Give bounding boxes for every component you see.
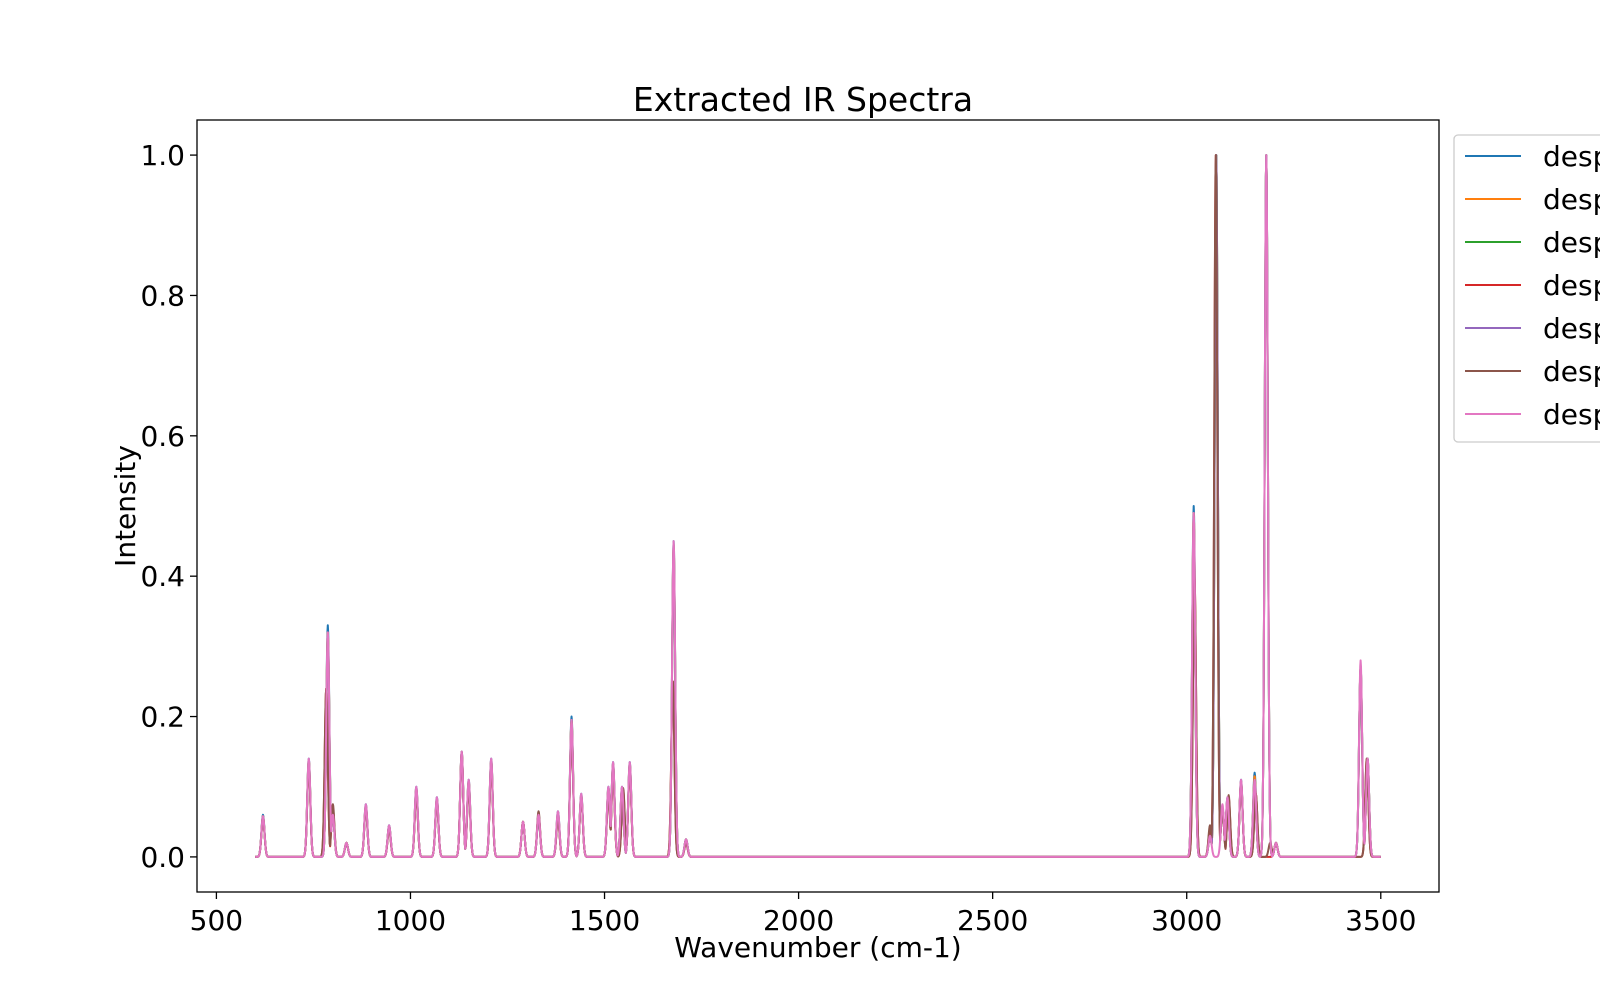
plot-frame xyxy=(196,119,1440,893)
x-axis: 500 1000 1500 2000 2500 3000 3500 xyxy=(190,892,1416,937)
x-tick-label: 2000 xyxy=(763,904,834,937)
legend-label: desp xyxy=(1543,183,1600,216)
y-tick-label: 0.8 xyxy=(140,279,185,312)
y-tick-label: 0.6 xyxy=(140,420,185,453)
x-tick-label: 1500 xyxy=(569,904,640,937)
legend-label: desp xyxy=(1543,398,1600,431)
legend-label: desp xyxy=(1543,312,1600,345)
series-line-7 xyxy=(254,154,1382,858)
y-tick-label: 0.4 xyxy=(140,560,185,593)
legend-frame xyxy=(1453,134,1600,443)
legend-label: desp xyxy=(1543,355,1600,388)
y-axis-label: Intensity xyxy=(109,445,142,567)
x-tick-label: 1000 xyxy=(375,904,446,937)
legend-label: desp xyxy=(1543,140,1600,173)
plot-area xyxy=(254,154,1382,858)
legend: desp desp desp desp desp desp desp xyxy=(1453,134,1600,443)
x-tick-label: 3000 xyxy=(1151,904,1222,937)
y-tick-label: 0.2 xyxy=(140,701,185,734)
y-tick-label: 0.0 xyxy=(140,841,185,874)
chart-title: Extracted IR Spectra xyxy=(633,80,973,119)
legend-label: desp xyxy=(1543,269,1600,302)
x-tick-label: 500 xyxy=(190,904,243,937)
x-axis-label: Wavenumber (cm-1) xyxy=(674,931,961,964)
x-tick-label: 3500 xyxy=(1345,904,1416,937)
x-tick-label: 2500 xyxy=(957,904,1028,937)
y-axis: 0.0 0.2 0.4 0.6 0.8 1.0 xyxy=(140,139,197,874)
series-line-6 xyxy=(254,154,1382,858)
y-tick-label: 1.0 xyxy=(140,139,185,172)
legend-label: desp xyxy=(1543,226,1600,259)
